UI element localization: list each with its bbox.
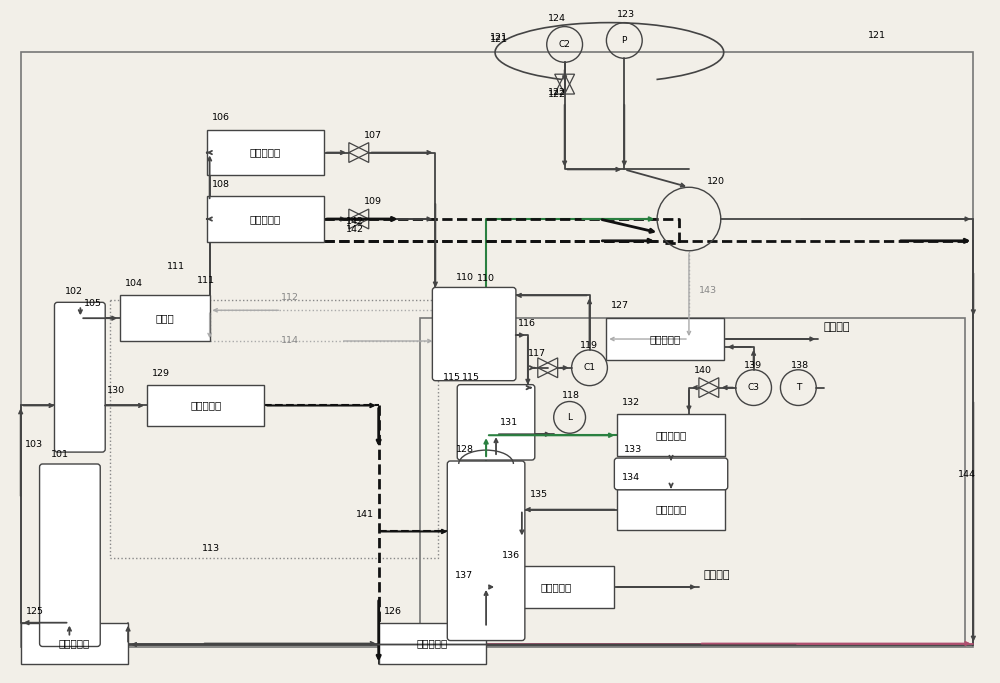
Text: L: L xyxy=(567,413,572,422)
Text: 136: 136 xyxy=(502,551,520,560)
Text: 127: 127 xyxy=(611,301,629,310)
Text: 107: 107 xyxy=(364,130,382,139)
FancyBboxPatch shape xyxy=(617,415,725,456)
Text: 137: 137 xyxy=(455,571,473,580)
Text: T: T xyxy=(796,383,801,392)
Text: 134: 134 xyxy=(622,473,640,482)
FancyBboxPatch shape xyxy=(497,566,614,608)
Text: 103: 103 xyxy=(25,440,43,449)
Text: 113: 113 xyxy=(202,544,220,553)
FancyBboxPatch shape xyxy=(207,196,324,242)
Text: 121: 121 xyxy=(490,33,508,42)
FancyBboxPatch shape xyxy=(207,130,324,176)
Text: 128: 128 xyxy=(456,445,474,454)
Text: 120: 120 xyxy=(707,178,725,186)
Text: 丙烷外输: 丙烷外输 xyxy=(823,322,850,332)
Text: 104: 104 xyxy=(125,279,143,288)
Text: 133: 133 xyxy=(624,445,643,454)
FancyBboxPatch shape xyxy=(21,623,128,665)
Text: 102: 102 xyxy=(64,288,82,296)
Text: 丁烷外输泵: 丁烷外输泵 xyxy=(540,582,571,592)
Text: C3: C3 xyxy=(748,383,760,392)
Text: 109: 109 xyxy=(364,197,382,206)
Text: 空气冷却器: 空气冷却器 xyxy=(250,148,281,158)
Text: 丁烷外输: 丁烷外输 xyxy=(704,570,730,580)
Text: 119: 119 xyxy=(580,341,598,350)
Text: 115: 115 xyxy=(443,373,461,382)
Text: 135: 135 xyxy=(530,490,548,499)
FancyBboxPatch shape xyxy=(457,385,535,460)
Text: 129: 129 xyxy=(152,369,170,378)
Text: 丁烷凝液泵: 丁烷凝液泵 xyxy=(190,400,221,410)
Text: 121: 121 xyxy=(490,36,508,44)
Text: 139: 139 xyxy=(744,361,762,370)
Text: C1: C1 xyxy=(584,363,596,372)
Text: 114: 114 xyxy=(281,336,299,345)
Text: 140: 140 xyxy=(694,365,712,375)
Text: 118: 118 xyxy=(562,391,580,400)
FancyBboxPatch shape xyxy=(617,489,725,531)
Text: P: P xyxy=(622,36,627,45)
Text: 138: 138 xyxy=(791,361,809,370)
Text: 压缩机: 压缩机 xyxy=(155,313,174,323)
FancyBboxPatch shape xyxy=(606,318,724,360)
Text: 117: 117 xyxy=(528,349,546,358)
Text: 116: 116 xyxy=(518,319,536,328)
Text: 108: 108 xyxy=(212,180,230,189)
FancyBboxPatch shape xyxy=(40,464,100,647)
Text: 142: 142 xyxy=(346,217,364,226)
Text: 111: 111 xyxy=(197,277,215,285)
FancyBboxPatch shape xyxy=(120,295,210,341)
FancyBboxPatch shape xyxy=(614,458,728,490)
FancyBboxPatch shape xyxy=(147,385,264,426)
FancyBboxPatch shape xyxy=(432,288,516,380)
Text: 丁烷返回泵: 丁烷返回泵 xyxy=(655,505,687,514)
Text: 142: 142 xyxy=(346,225,364,234)
Text: 丙烷外输泵: 丙烷外输泵 xyxy=(59,639,90,649)
Text: 110: 110 xyxy=(456,273,474,283)
Text: 144: 144 xyxy=(957,470,975,479)
FancyBboxPatch shape xyxy=(379,623,486,665)
Text: 121: 121 xyxy=(868,31,886,40)
Text: 123: 123 xyxy=(617,10,635,18)
Text: 111: 111 xyxy=(167,262,185,270)
Text: 丙烷冷凝器: 丙烷冷凝器 xyxy=(250,214,281,224)
Text: 122: 122 xyxy=(548,90,566,99)
Text: 122: 122 xyxy=(548,88,566,97)
Text: 132: 132 xyxy=(622,398,640,408)
Text: 丙烷装运泵: 丙烷装运泵 xyxy=(649,334,681,344)
Text: 101: 101 xyxy=(51,450,69,459)
FancyBboxPatch shape xyxy=(447,461,525,641)
Text: 131: 131 xyxy=(500,418,518,428)
Text: 143: 143 xyxy=(699,286,717,295)
Text: 丁烷冷凝器: 丁烷冷凝器 xyxy=(655,430,687,441)
Text: 110: 110 xyxy=(477,275,495,283)
Text: 106: 106 xyxy=(212,113,230,122)
Text: 125: 125 xyxy=(26,607,44,616)
FancyBboxPatch shape xyxy=(54,303,105,452)
Text: 115: 115 xyxy=(462,373,480,382)
Text: 124: 124 xyxy=(548,14,566,23)
Text: 丙烷加热器: 丙烷加热器 xyxy=(417,639,448,649)
Text: 126: 126 xyxy=(384,607,402,616)
Text: 112: 112 xyxy=(281,293,299,303)
Text: 105: 105 xyxy=(84,299,102,308)
Text: 130: 130 xyxy=(107,386,125,395)
Text: 141: 141 xyxy=(356,510,374,518)
Text: C2: C2 xyxy=(559,40,571,49)
